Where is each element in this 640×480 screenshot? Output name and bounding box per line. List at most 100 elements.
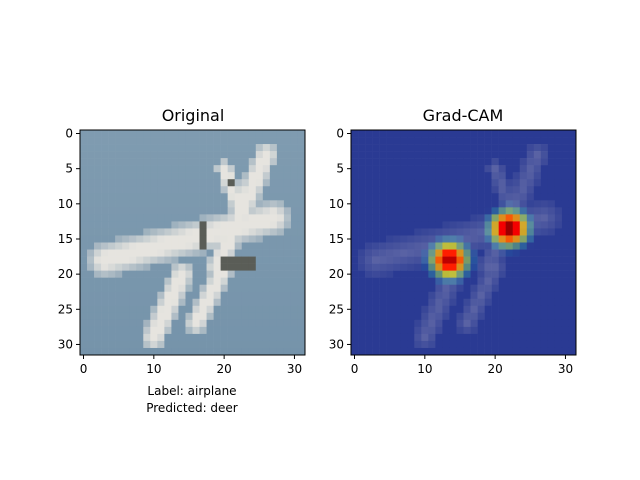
image-pixel: [178, 277, 186, 285]
image-pixel: [248, 347, 257, 356]
image-pixel: [171, 221, 179, 229]
heatmap-cell: [379, 158, 387, 166]
heatmap-cell: [505, 263, 514, 271]
heatmap-cell: [512, 284, 521, 293]
image-pixel: [80, 186, 88, 194]
heatmap-cell: [386, 284, 394, 293]
image-pixel: [171, 284, 179, 293]
image-pixel: [220, 298, 228, 307]
heatmap-cell: [491, 263, 499, 271]
heatmap-cell: [358, 130, 366, 138]
image-pixel: [80, 228, 88, 236]
image-pixel: [122, 179, 130, 187]
image-pixel: [255, 347, 264, 356]
image-pixel: [157, 242, 165, 250]
image-pixel: [290, 270, 299, 278]
image-pixel: [290, 193, 299, 201]
heatmap-cell: [393, 228, 401, 236]
heatmap-cell: [505, 144, 514, 152]
heatmap-cell: [463, 347, 471, 356]
image-pixel: [227, 207, 235, 215]
image-pixel: [206, 158, 214, 166]
heatmap-cell: [456, 172, 464, 180]
image-pixel: [185, 305, 193, 314]
heatmap-cell: [414, 291, 422, 300]
heatmap-cell: [484, 326, 492, 335]
heatmap-cell: [519, 179, 528, 187]
image-pixel: [178, 130, 186, 138]
heatmap-cell: [491, 221, 499, 229]
heatmap-cell: [540, 333, 549, 342]
image-pixel: [143, 165, 151, 173]
heatmap-cell: [386, 207, 394, 215]
heatmap-cell: [407, 235, 415, 243]
image-pixel: [297, 256, 306, 264]
heatmap-cell: [400, 249, 408, 257]
image-pixel: [234, 130, 243, 138]
image-pixel: [108, 312, 116, 321]
heatmap-cell: [351, 256, 359, 264]
image-pixel: [248, 235, 257, 243]
heatmap-cell: [358, 221, 366, 229]
heatmap-cell: [400, 263, 408, 271]
image-pixel: [129, 277, 137, 285]
image-pixel: [115, 263, 123, 271]
heatmap-cell: [358, 214, 366, 222]
heatmap-cell: [365, 151, 373, 159]
image-pixel: [157, 172, 165, 180]
image-pixel: [94, 165, 102, 173]
heatmap-cell: [449, 305, 457, 314]
heatmap-cell: [358, 340, 366, 349]
image-pixel: [283, 319, 292, 328]
image-pixel: [276, 207, 285, 215]
image-pixel: [227, 186, 235, 194]
image-pixel: [283, 151, 292, 159]
image-pixel: [227, 347, 235, 356]
image-pixel: [262, 263, 271, 271]
heatmap-cell: [491, 249, 499, 257]
image-pixel: [80, 151, 88, 159]
image-pixel: [136, 186, 144, 194]
image-pixel: [255, 200, 264, 208]
image-pixel: [290, 221, 299, 229]
heatmap-cell: [428, 179, 436, 187]
heatmap-cell: [365, 256, 373, 264]
heatmap-cell: [463, 151, 471, 159]
heatmap-cell: [491, 158, 499, 166]
image-pixel: [108, 347, 116, 356]
heatmap-cell: [428, 333, 436, 342]
image-pixel: [297, 144, 306, 152]
heatmap-cell: [435, 221, 443, 229]
image-pixel: [276, 312, 285, 321]
heatmap-cell: [540, 172, 549, 180]
image-pixel: [241, 193, 250, 201]
heatmap-cell: [421, 207, 429, 215]
image-pixel: [164, 193, 172, 201]
heatmap-cell: [533, 340, 542, 349]
image-pixel: [108, 333, 116, 342]
heatmap-cell: [400, 151, 408, 159]
image-pixel: [283, 186, 292, 194]
heatmap-cell: [428, 137, 436, 145]
heatmap-cell: [526, 319, 535, 328]
heatmap-cell: [512, 291, 521, 300]
heatmap-cell: [540, 200, 549, 208]
image-pixel: [178, 186, 186, 194]
heatmap-cell: [442, 214, 450, 222]
heatmap-cell: [505, 270, 514, 278]
heatmap-cell: [365, 214, 373, 222]
heatmap-cell: [547, 193, 556, 201]
heatmap-cell: [372, 158, 380, 166]
image-pixel: [241, 291, 250, 300]
image-pixel: [80, 158, 88, 166]
heatmap-cell: [519, 277, 528, 285]
heatmap-cell: [393, 158, 401, 166]
image-pixel: [220, 284, 228, 293]
heatmap-cell: [379, 151, 387, 159]
heatmap-cell: [484, 298, 492, 307]
heatmap-cell: [533, 179, 542, 187]
image-pixel: [220, 186, 228, 194]
image-pixel: [276, 228, 285, 236]
image-pixel: [87, 214, 95, 222]
image-pixel: [80, 193, 88, 201]
